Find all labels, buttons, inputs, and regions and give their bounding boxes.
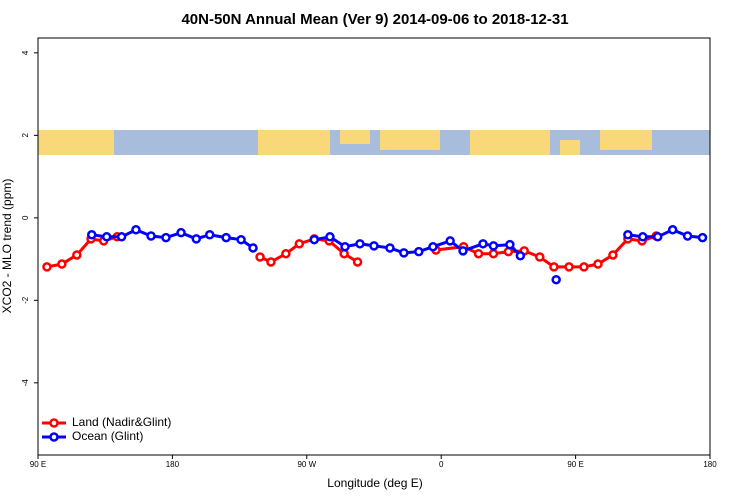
point: [515, 251, 526, 261]
y-tick-label: -2: [21, 296, 30, 304]
point: [248, 243, 258, 253]
point: [87, 229, 97, 240]
point: [255, 252, 265, 262]
legend-label: Land (Nadir&Glint): [72, 415, 171, 429]
point: [445, 236, 455, 246]
point: [414, 246, 424, 257]
point: [221, 232, 231, 243]
point: [535, 252, 545, 262]
x-tick-label: 90 W: [297, 460, 316, 469]
legend-swatch-point: [49, 432, 59, 442]
point: [204, 229, 215, 240]
point: [116, 232, 127, 242]
legend-label: Ocean (Glint): [72, 429, 143, 443]
series-line: [46, 234, 657, 269]
point: [428, 241, 438, 252]
point: [458, 246, 468, 256]
x-tick-label: 180: [703, 460, 717, 469]
point: [352, 257, 363, 267]
x-tick-label: 90 E: [30, 460, 46, 469]
x-tick-label: 90 E: [567, 460, 583, 469]
point: [294, 239, 305, 249]
y-tick-label: 4: [21, 50, 30, 55]
point: [57, 259, 67, 269]
point: [72, 250, 82, 260]
point: [236, 234, 246, 245]
point: [266, 257, 276, 267]
point: [488, 248, 499, 259]
point: [281, 248, 291, 259]
point: [146, 231, 156, 241]
point: [667, 225, 678, 235]
point: [623, 229, 633, 240]
point: [593, 259, 603, 269]
point: [399, 248, 409, 258]
point: [551, 274, 561, 285]
y-tick-label: 2: [21, 133, 30, 138]
point: [473, 248, 484, 259]
world-map-strip: [38, 130, 710, 155]
point: [478, 239, 488, 249]
point: [608, 250, 618, 260]
chart-title: 40N-50N Annual Mean (Ver 9) 2014-09-06 t…: [181, 11, 568, 28]
point: [161, 232, 171, 243]
point: [101, 232, 112, 242]
point: [682, 231, 693, 241]
point: [191, 234, 202, 244]
point: [638, 232, 648, 242]
point: [176, 227, 186, 238]
point: [385, 243, 395, 253]
y-tick-label: -4: [21, 379, 30, 387]
y-tick-label: 0: [21, 215, 30, 220]
point: [309, 234, 320, 245]
point: [488, 241, 499, 251]
point: [355, 239, 365, 249]
point: [697, 232, 708, 243]
plot-frame: [37, 37, 711, 456]
y-axis-label: XCO2 - MLO trend (ppm): [0, 179, 14, 314]
x-axis-label: Longitude (deg E): [327, 476, 422, 490]
point: [579, 262, 589, 272]
x-tick-label: 0: [439, 460, 444, 469]
legend-swatch-point: [49, 418, 59, 428]
x-tick-label: 180: [166, 460, 180, 469]
point: [652, 232, 663, 242]
point: [325, 232, 335, 242]
point: [131, 225, 141, 235]
point: [505, 239, 515, 250]
point: [42, 262, 52, 272]
point: [369, 241, 379, 251]
point: [340, 241, 350, 252]
point: [549, 262, 559, 272]
point: [564, 262, 574, 272]
